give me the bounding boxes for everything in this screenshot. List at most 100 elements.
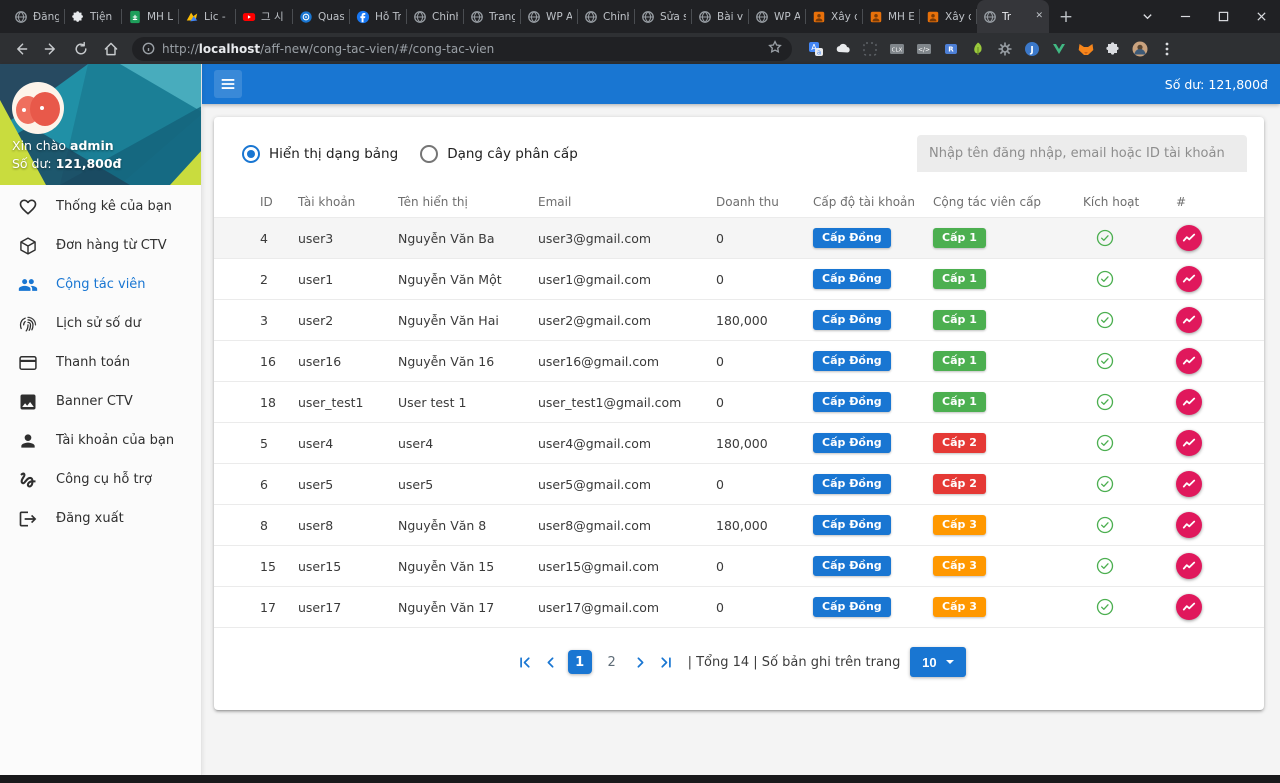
stats-action-button[interactable]: [1176, 266, 1202, 292]
table-row[interactable]: 6 user5 user5 user5@gmail.com 0 Cấp Đồng Cấp 2: [214, 463, 1264, 504]
table-row[interactable]: 17 user17 Nguyễn Văn 17 user17@gmail.com 0 Cấ…: [214, 586, 1264, 627]
menu-dots-icon[interactable]: [1159, 41, 1175, 57]
cloud-icon[interactable]: [835, 41, 851, 57]
sidebar-item-people[interactable]: Cộng tác viên: [0, 265, 201, 304]
table-row[interactable]: 15 user15 Nguyễn Văn 15 user15@gmail.com 0 Cấ…: [214, 545, 1264, 586]
table-row[interactable]: 4 user3 Nguyễn Văn Ba user3@gmail.com 0 Cấp Đ…: [214, 217, 1264, 258]
maximize-icon[interactable]: [1204, 0, 1242, 32]
close-icon[interactable]: [1242, 0, 1280, 32]
page-button-1[interactable]: 1: [567, 650, 592, 674]
browser-tab[interactable]: Chỉnh: [407, 0, 464, 33]
stats-action-button[interactable]: [1176, 225, 1202, 251]
browser-tab[interactable]: Sửa s: [635, 0, 692, 33]
browser-tab[interactable]: Tr ✕: [977, 0, 1049, 33]
radio-icon: [420, 144, 439, 163]
next-page-icon[interactable]: [628, 649, 654, 675]
browser-tab[interactable]: Đăng: [8, 0, 65, 33]
dotted-icon[interactable]: [862, 41, 878, 57]
stats-action-button[interactable]: [1176, 471, 1202, 497]
active-check-icon: [1095, 310, 1176, 330]
leaf-icon[interactable]: [970, 41, 986, 57]
browser-tab[interactable]: MH Li: [122, 0, 179, 33]
browser-tab[interactable]: Hỗ Tr: [350, 0, 407, 33]
browser-tab[interactable]: MH E: [863, 0, 920, 33]
fox-icon[interactable]: [1078, 41, 1094, 57]
cell-display-name: Nguyễn Văn Ba: [398, 230, 495, 246]
browser-tab[interactable]: Lic - P: [179, 0, 236, 33]
table-row[interactable]: 18 user_test1 User test 1 user_test1@gmail.…: [214, 381, 1264, 422]
sidebar-item-fingerprint[interactable]: Lịch sử số dư: [0, 304, 201, 343]
stats-action-button[interactable]: [1176, 512, 1202, 538]
stats-action-button[interactable]: [1176, 389, 1202, 415]
browser-tab[interactable]: Chỉnh: [578, 0, 635, 33]
stats-action-button[interactable]: [1176, 307, 1202, 333]
browser-tab[interactable]: 그 시: [236, 0, 293, 33]
profile-icon[interactable]: [1132, 41, 1148, 57]
account-level-badge: Cấp Đồng: [813, 351, 891, 371]
sidebar-item-image[interactable]: Banner CTV: [0, 382, 201, 421]
table-row[interactable]: 3 user2 Nguyễn Văn Hai user2@gmail.com 180,0…: [214, 299, 1264, 340]
table-row[interactable]: 16 user16 Nguyễn Văn 16 user16@gmail.com 0 Cấ…: [214, 340, 1264, 381]
minimize-icon[interactable]: [1166, 0, 1204, 32]
cell-id: 16: [260, 353, 276, 369]
browser-tab[interactable]: Quasa: [293, 0, 350, 33]
code-icon[interactable]: </>: [916, 41, 932, 57]
browser-tab[interactable]: WP A: [521, 0, 578, 33]
cell-revenue: 0: [716, 230, 724, 246]
sidebar-item-heart[interactable]: Thống kê của bạn: [0, 187, 201, 226]
radio-table-view[interactable]: Hiển thị dạng bảng: [242, 144, 398, 163]
active-check-icon: [1095, 556, 1176, 576]
sidebar-item-cube[interactable]: Đơn hàng từ CTV: [0, 226, 201, 265]
sidebar-item-logout[interactable]: Đăng xuất: [0, 499, 201, 538]
address-bar[interactable]: http://localhost/aff-new/cong-tac-vien/#…: [132, 36, 792, 61]
prev-page-icon[interactable]: [538, 649, 564, 675]
browser-tab[interactable]: WP A: [749, 0, 806, 33]
reload-icon[interactable]: [68, 36, 94, 62]
radio-tree-view[interactable]: Dạng cây phân cấp: [420, 144, 578, 163]
cell-revenue: 0: [716, 599, 724, 615]
stats-action-button[interactable]: [1176, 594, 1202, 620]
hamburger-menu-icon[interactable]: [214, 70, 242, 98]
first-page-icon[interactable]: [512, 649, 538, 675]
gear-icon[interactable]: [997, 41, 1013, 57]
table-row[interactable]: 5 user4 user4 user4@gmail.com 180,000 Cấp Đồn…: [214, 422, 1264, 463]
browser-tab[interactable]: Tiện í: [65, 0, 122, 33]
json-icon[interactable]: J: [1024, 41, 1040, 57]
clx-icon[interactable]: CLX: [889, 41, 905, 57]
search-input[interactable]: [917, 135, 1247, 172]
cell-revenue: 0: [716, 558, 724, 574]
tab-search-icon[interactable]: [1128, 0, 1166, 32]
browser-tab[interactable]: Trang: [464, 0, 521, 33]
browser-tab[interactable]: Xây d: [806, 0, 863, 33]
cell-account: user5: [298, 476, 334, 492]
globe-favicon-icon: [755, 10, 769, 24]
stats-action-button[interactable]: [1176, 430, 1202, 456]
forward-icon[interactable]: [38, 36, 64, 62]
table-row[interactable]: 8 user8 Nguyễn Văn 8 user8@gmail.com 180,000…: [214, 504, 1264, 545]
back-icon[interactable]: [8, 36, 34, 62]
tab-close-icon[interactable]: ✕: [1035, 11, 1043, 21]
sidebar-item-gesture[interactable]: Công cụ hỗ trợ: [0, 460, 201, 499]
last-page-icon[interactable]: [654, 649, 680, 675]
page-button-2[interactable]: 2: [607, 654, 616, 670]
bookmark-star-icon[interactable]: [768, 39, 782, 58]
sidebar-item-card[interactable]: Thanh toán: [0, 343, 201, 382]
table-row[interactable]: 2 user1 Nguyễn Văn Một user1@gmail.com 0 Cấp …: [214, 258, 1264, 299]
browser-tab[interactable]: Bài vi: [692, 0, 749, 33]
rtag-icon[interactable]: R: [943, 41, 959, 57]
browser-tab[interactable]: Xây d: [920, 0, 977, 33]
vue-icon[interactable]: [1051, 41, 1067, 57]
app-top-bar: Số dư: 121,800đ: [202, 64, 1280, 104]
puzzle-gray-icon[interactable]: [1105, 41, 1121, 57]
sidebar-item-person[interactable]: Tài khoản của bạn: [0, 421, 201, 460]
cell-id: 6: [260, 476, 268, 492]
stats-action-button[interactable]: [1176, 348, 1202, 374]
rows-per-page-select[interactable]: 10: [910, 647, 967, 677]
home-icon[interactable]: [98, 36, 124, 62]
stats-action-button[interactable]: [1176, 553, 1202, 579]
cell-id: 4: [260, 230, 268, 246]
cell-email: user1@gmail.com: [538, 271, 652, 287]
account-level-badge: Cấp Đồng: [813, 310, 891, 330]
new-tab-button[interactable]: +: [1058, 7, 1074, 27]
